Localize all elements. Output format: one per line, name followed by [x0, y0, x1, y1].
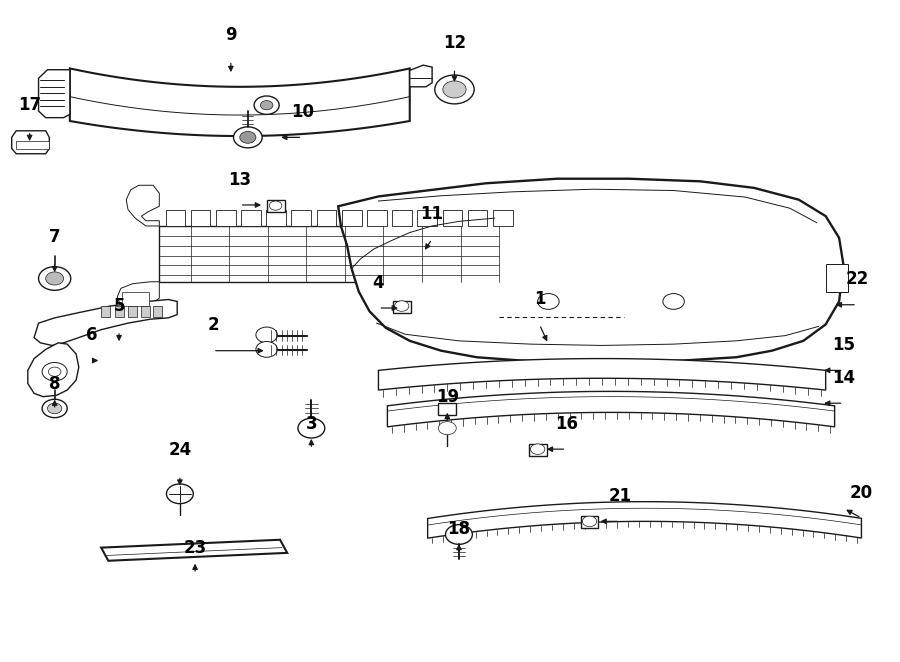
Text: 20: 20: [850, 484, 873, 502]
Text: 17: 17: [18, 97, 41, 115]
Circle shape: [446, 525, 472, 544]
Bar: [101, 306, 110, 316]
Bar: [392, 301, 410, 312]
Polygon shape: [34, 299, 177, 346]
Text: 12: 12: [443, 34, 466, 52]
Bar: [191, 210, 211, 226]
Circle shape: [435, 75, 474, 104]
Bar: [114, 306, 123, 316]
Text: 5: 5: [113, 297, 125, 314]
Bar: [166, 210, 185, 226]
Text: 14: 14: [832, 369, 855, 387]
Polygon shape: [378, 359, 825, 390]
Circle shape: [438, 422, 456, 435]
Polygon shape: [70, 68, 410, 136]
Circle shape: [663, 293, 684, 309]
Text: 16: 16: [554, 415, 578, 433]
Text: 6: 6: [86, 326, 98, 344]
Polygon shape: [428, 502, 861, 538]
Bar: [317, 210, 337, 226]
Polygon shape: [338, 179, 843, 363]
Text: 11: 11: [420, 205, 444, 222]
Text: 18: 18: [447, 520, 471, 538]
Circle shape: [443, 81, 466, 98]
Circle shape: [233, 127, 262, 148]
Text: 13: 13: [229, 171, 251, 189]
Text: 4: 4: [373, 273, 384, 292]
Text: 8: 8: [49, 375, 60, 393]
Circle shape: [256, 342, 277, 357]
Bar: [493, 210, 513, 226]
Text: 15: 15: [832, 336, 855, 354]
Polygon shape: [387, 391, 834, 427]
Text: 2: 2: [207, 316, 219, 334]
Bar: [292, 210, 311, 226]
Bar: [418, 210, 437, 226]
Text: 7: 7: [49, 228, 60, 246]
Text: 24: 24: [168, 441, 192, 459]
Circle shape: [254, 96, 279, 115]
Bar: [438, 403, 456, 415]
Bar: [392, 210, 412, 226]
Text: 23: 23: [184, 540, 207, 557]
Bar: [580, 516, 598, 528]
Polygon shape: [126, 185, 159, 226]
Circle shape: [48, 403, 62, 414]
Circle shape: [260, 101, 273, 110]
Circle shape: [42, 399, 68, 418]
Bar: [122, 292, 148, 306]
Bar: [128, 306, 137, 316]
Bar: [16, 140, 50, 148]
Bar: [443, 210, 463, 226]
Circle shape: [269, 201, 282, 211]
Bar: [528, 444, 546, 455]
Text: 22: 22: [845, 270, 868, 289]
Bar: [216, 210, 236, 226]
Text: 10: 10: [291, 103, 314, 121]
Polygon shape: [28, 343, 79, 397]
Text: 19: 19: [436, 389, 459, 406]
Bar: [342, 210, 362, 226]
Bar: [266, 210, 286, 226]
Circle shape: [166, 484, 194, 504]
Circle shape: [530, 444, 544, 454]
Bar: [468, 210, 488, 226]
Circle shape: [42, 363, 68, 381]
Bar: [153, 306, 162, 316]
Circle shape: [582, 516, 597, 526]
Bar: [266, 200, 284, 212]
Polygon shape: [39, 70, 70, 118]
Circle shape: [39, 267, 71, 291]
Circle shape: [256, 327, 277, 343]
Circle shape: [394, 301, 409, 311]
Text: 1: 1: [534, 290, 545, 308]
Text: 9: 9: [225, 26, 237, 44]
Bar: [241, 210, 261, 226]
Polygon shape: [12, 131, 50, 154]
Circle shape: [298, 418, 325, 438]
Text: 3: 3: [305, 415, 317, 433]
Polygon shape: [101, 540, 287, 561]
Text: 21: 21: [608, 487, 632, 505]
Bar: [159, 226, 500, 282]
Circle shape: [239, 132, 256, 143]
Circle shape: [49, 367, 61, 376]
Circle shape: [537, 293, 559, 309]
Polygon shape: [410, 65, 432, 87]
Circle shape: [46, 272, 64, 285]
Polygon shape: [117, 282, 159, 310]
Bar: [141, 306, 150, 316]
Bar: [825, 264, 848, 292]
Bar: [367, 210, 387, 226]
